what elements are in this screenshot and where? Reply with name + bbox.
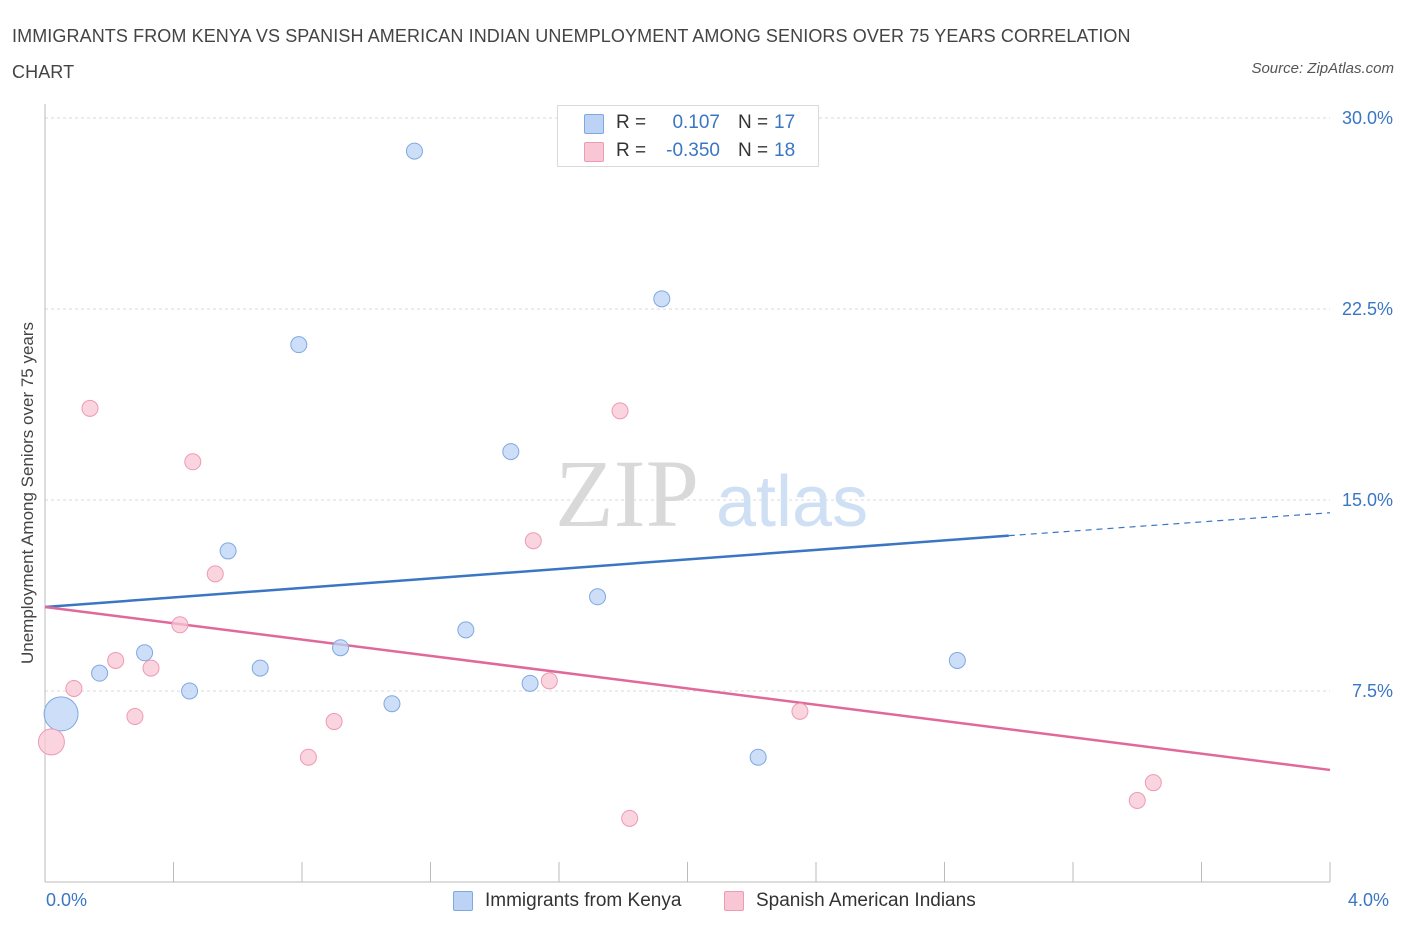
data-point-kenya xyxy=(290,336,308,354)
n-label: N = xyxy=(738,140,769,161)
data-point-kenya xyxy=(332,639,350,657)
legend-label: Spanish American Indians xyxy=(756,890,976,911)
legend-row-kenya: R = 0.107 N = 17 xyxy=(558,110,818,138)
data-point-kenya xyxy=(219,542,237,560)
data-point-kenya xyxy=(91,664,109,682)
data-point-spanish-american-indians xyxy=(611,402,629,420)
watermark-atlas: atlas xyxy=(716,462,868,542)
x-tick-label-max: 4.0% xyxy=(1348,890,1390,910)
data-point-spanish-american-indians xyxy=(107,651,125,669)
y-tick-labels: 7.5% 15.0% 22.5% 30.0% xyxy=(1342,108,1393,701)
watermark: ZIP atlas xyxy=(555,440,868,547)
trend-line-kenya xyxy=(44,534,1009,609)
data-point-spanish-american-indians xyxy=(1144,774,1162,792)
data-point-kenya xyxy=(43,696,79,732)
data-point-spanish-american-indians xyxy=(206,565,224,583)
data-point-spanish-american-indians xyxy=(37,728,65,756)
series-legend: Immigrants from Kenya Spanish American I… xyxy=(0,888,1406,916)
data-point-spanish-american-indians xyxy=(325,713,343,731)
data-point-spanish-american-indians xyxy=(1128,792,1146,810)
legend-swatch-blue xyxy=(453,891,473,911)
gridlines xyxy=(45,117,1330,692)
data-point-kenya xyxy=(653,290,671,308)
data-point-kenya xyxy=(457,621,475,639)
data-point-spanish-american-indians xyxy=(65,679,83,697)
data-point-spanish-american-indians xyxy=(81,399,99,417)
legend-swatch-blue xyxy=(584,114,604,134)
r-label: R = xyxy=(616,140,647,161)
data-point-spanish-american-indians xyxy=(621,809,639,827)
y-tick-label: 22.5% xyxy=(1342,299,1393,319)
r-value: -0.350 xyxy=(666,140,720,161)
n-label: N = xyxy=(738,112,769,133)
data-point-spanish-american-indians xyxy=(142,659,160,677)
legend-label: Immigrants from Kenya xyxy=(485,890,682,911)
legend-swatch-pink xyxy=(724,891,744,911)
data-point-kenya xyxy=(181,682,199,700)
data-point-kenya xyxy=(749,748,767,766)
trend-lines xyxy=(44,512,1331,772)
r-label: R = xyxy=(616,112,647,133)
data-point-kenya xyxy=(405,142,423,160)
x-tick-label-min: 0.0% xyxy=(46,890,88,910)
data-point-kenya xyxy=(136,644,154,662)
legend-row-spanish-american-indians: R = -0.350 N = 18 xyxy=(558,138,818,166)
y-tick-label: 7.5% xyxy=(1352,681,1393,701)
data-points xyxy=(37,142,1162,827)
data-point-spanish-american-indians xyxy=(540,672,558,690)
data-point-spanish-american-indians xyxy=(299,748,317,766)
trend-line-spanish-american-indians xyxy=(44,605,1331,772)
trend-line-kenya-extrapolated xyxy=(1008,512,1331,537)
data-point-kenya xyxy=(502,443,520,461)
source-label: Source: ZipAtlas.com xyxy=(1251,60,1394,77)
watermark-zip: ZIP xyxy=(555,440,699,547)
data-point-kenya xyxy=(383,695,401,713)
n-value: 17 xyxy=(774,112,796,133)
data-point-spanish-american-indians xyxy=(524,532,542,550)
data-point-kenya xyxy=(948,651,966,669)
r-value: 0.107 xyxy=(672,112,720,133)
data-point-spanish-american-indians xyxy=(126,707,144,725)
data-point-spanish-american-indians xyxy=(184,453,202,471)
legend-swatch-pink xyxy=(584,142,604,162)
y-tick-label: 30.0% xyxy=(1342,108,1393,128)
correlation-legend: R = 0.107 N = 17 R = -0.350 N = 18 xyxy=(557,105,819,167)
data-point-kenya xyxy=(251,659,269,677)
y-tick-label: 15.0% xyxy=(1342,490,1393,510)
n-value: 18 xyxy=(774,140,796,161)
data-point-spanish-american-indians xyxy=(791,702,809,720)
data-point-kenya xyxy=(521,674,539,692)
chart-title: IMMIGRANTS FROM KENYA VS SPANISH AMERICA… xyxy=(12,26,1131,82)
data-point-kenya xyxy=(589,588,607,606)
data-point-spanish-american-indians xyxy=(171,616,189,634)
